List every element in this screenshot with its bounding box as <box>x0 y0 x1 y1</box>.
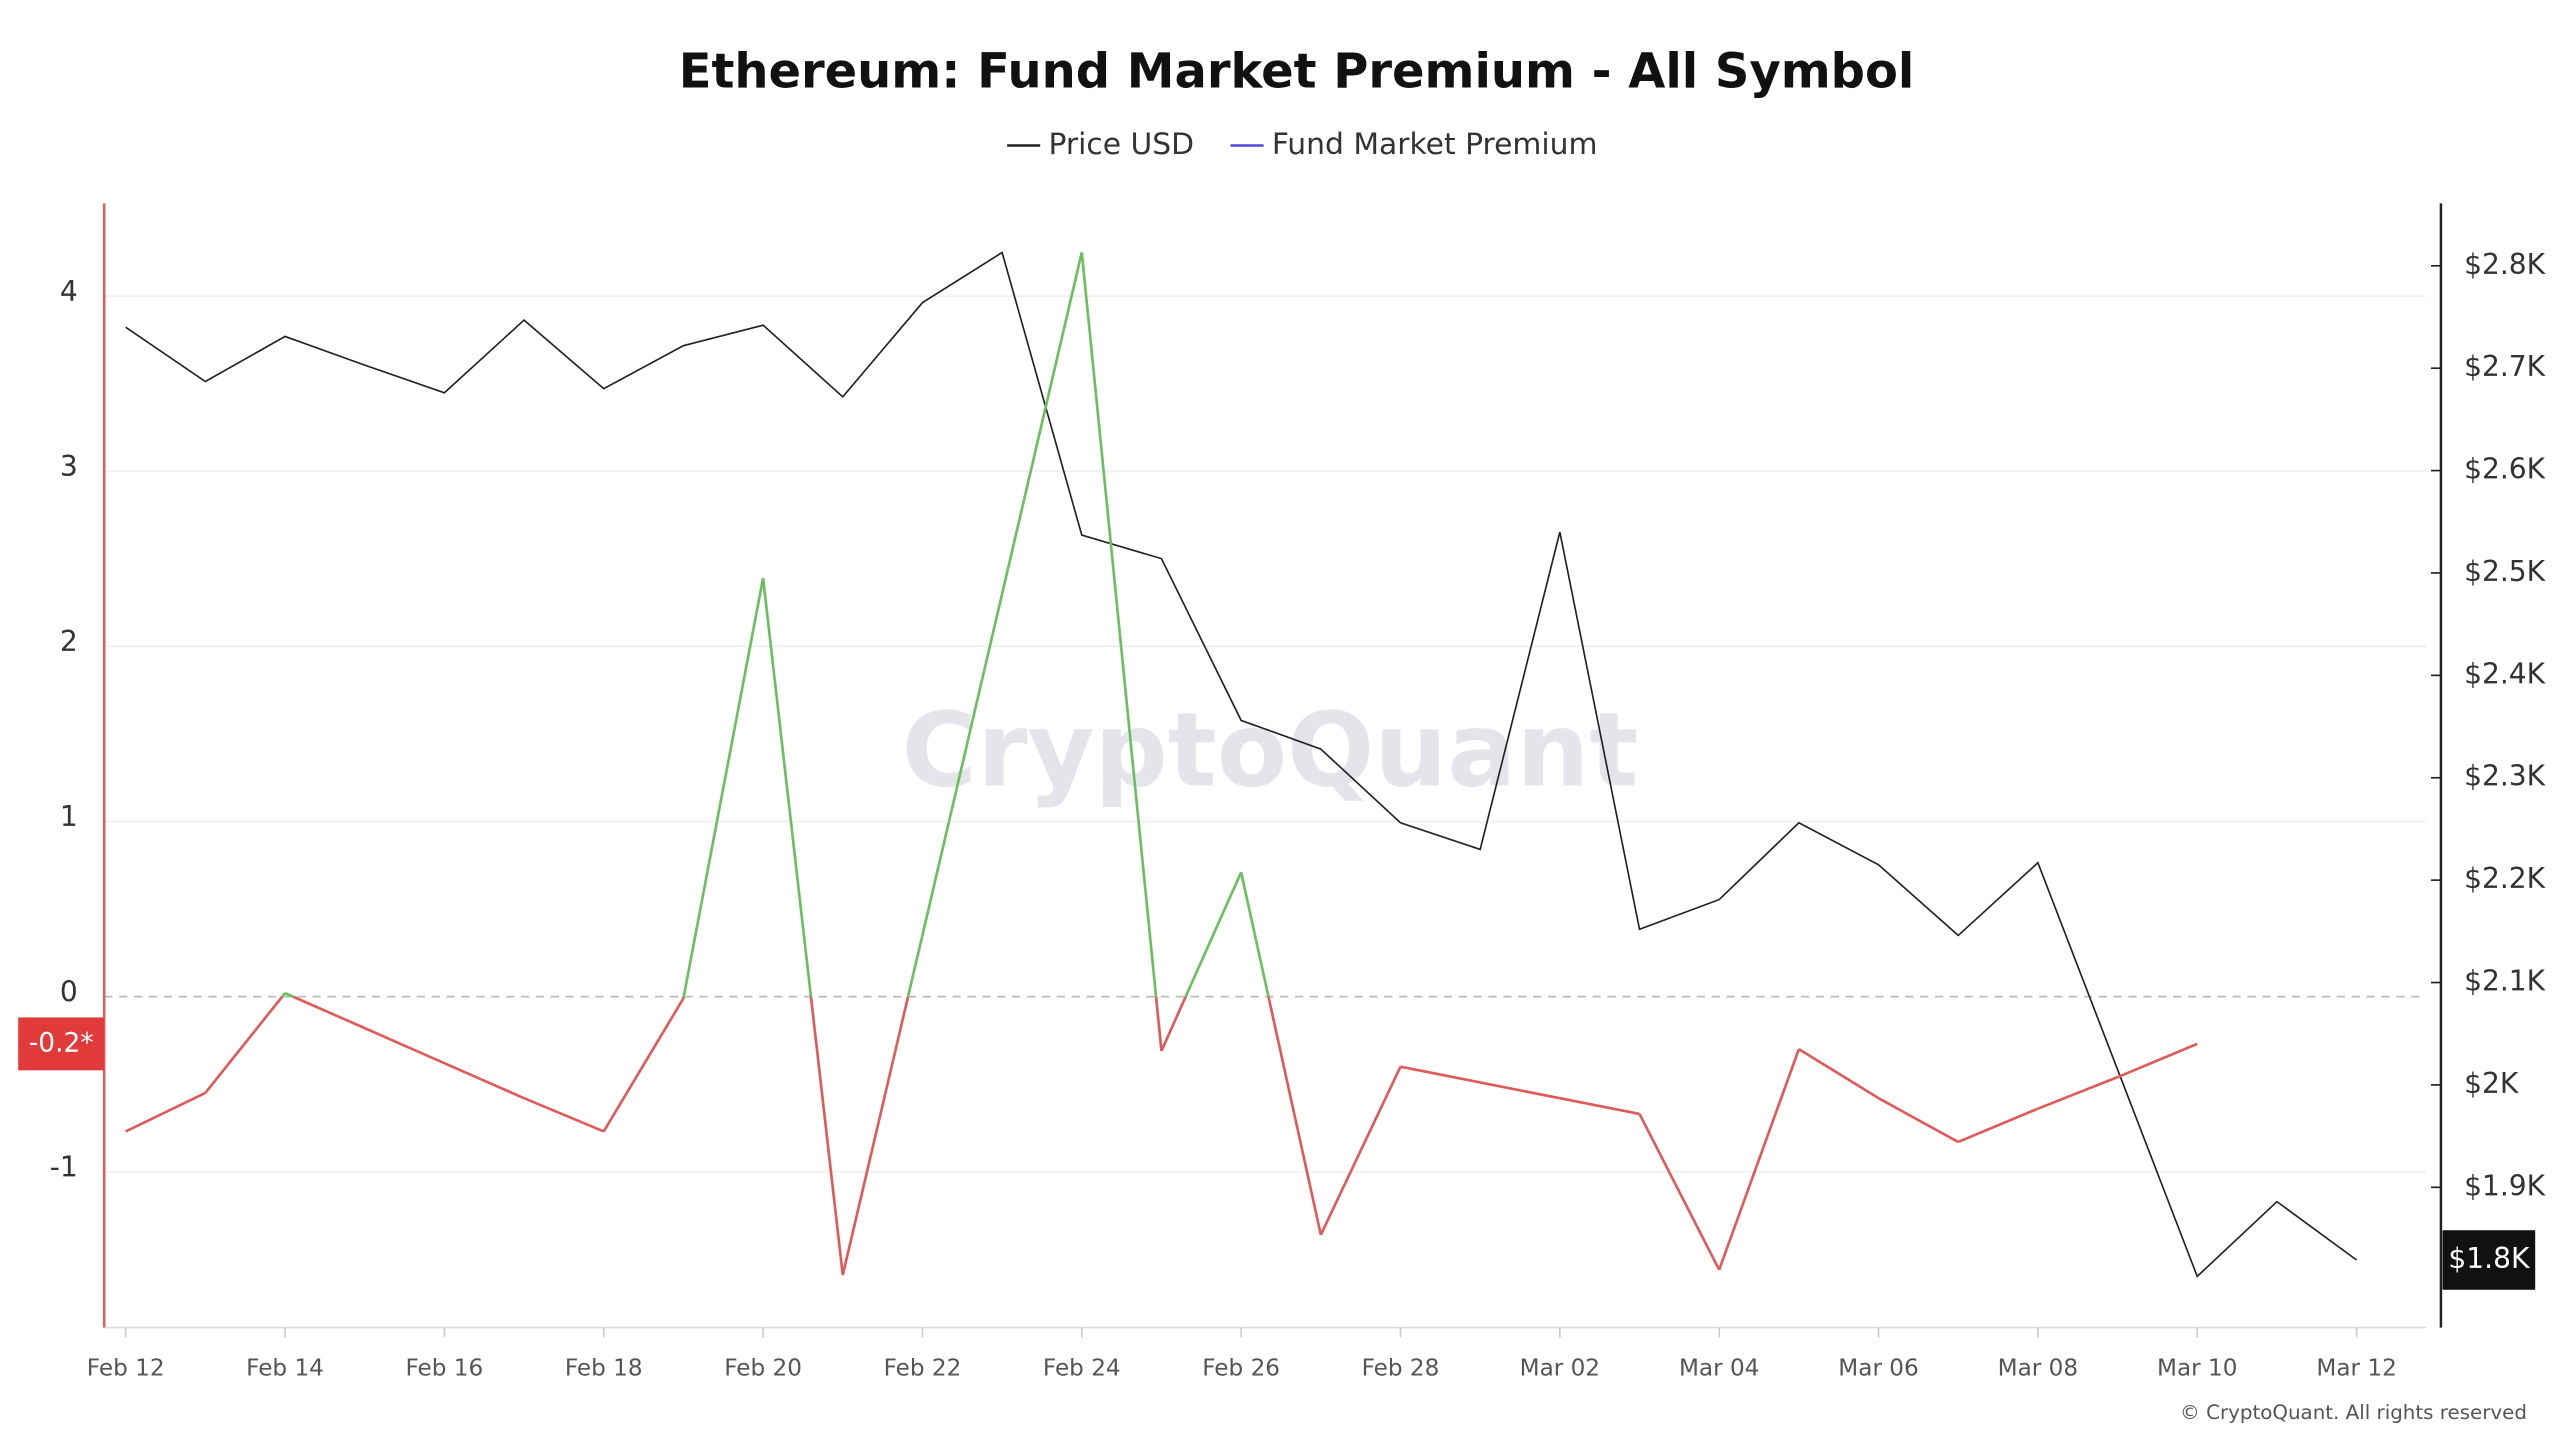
premium-segment <box>602 997 685 1133</box>
premium-segment <box>1877 1097 1959 1144</box>
premium-segment <box>1239 872 1270 997</box>
premium-segment <box>1559 1096 1640 1116</box>
y2-tick-label: $2.6K <box>2464 453 2547 486</box>
y-tick-label: 2 <box>60 625 78 658</box>
premium-segment <box>204 995 284 1094</box>
y2-tick-label: $2K <box>2464 1067 2520 1100</box>
y2-tick-label: $2.3K <box>2464 760 2547 793</box>
premium-segment <box>523 1096 605 1133</box>
premium-segment <box>921 593 1004 936</box>
premium-segment <box>682 577 765 997</box>
y2-tick-label: $2.4K <box>2464 657 2547 690</box>
chart-title: Ethereum: Fund Market Premium - All Symb… <box>679 43 1915 99</box>
premium-segment <box>2117 1042 2198 1079</box>
premium-segment <box>125 1091 206 1133</box>
premium-segment <box>1184 871 1243 998</box>
premium-segment <box>443 1061 525 1100</box>
premium-segment <box>1000 252 1084 595</box>
premium-segment <box>1154 996 1163 1052</box>
x-tick-label: Feb 14 <box>246 1355 324 1381</box>
y-tick-label: -1 <box>50 1150 78 1183</box>
premium-segment <box>1638 1113 1721 1271</box>
price-line <box>125 251 2358 1278</box>
premium-segment <box>906 935 924 997</box>
premium-segment <box>1717 1048 1801 1271</box>
premium-segment <box>761 577 813 997</box>
badge-bg <box>2442 1230 2536 1290</box>
premium-segment <box>364 1026 445 1065</box>
premium-segment <box>1479 1081 1561 1100</box>
legend-label: Fund Market Premium <box>1272 127 1598 162</box>
x-tick-label: Feb 28 <box>1362 1355 1440 1381</box>
y2-tick-label: $1.9K <box>2464 1169 2547 1202</box>
premium-segment <box>809 996 845 1276</box>
y2-tick-label: $2.7K <box>2464 350 2547 383</box>
y-tick-label: 0 <box>60 975 78 1008</box>
x-tick-label: Mar 02 <box>1520 1355 1600 1381</box>
premium-segment <box>1160 996 1187 1052</box>
badge: $1.8K <box>2448 1242 2531 1275</box>
footer: © CryptoQuant. All rights reserved <box>2180 1401 2527 1424</box>
x-tick-label: Mar 06 <box>1838 1355 1918 1381</box>
watermark: CryptoQuant <box>902 692 1639 811</box>
x-tick-label: Mar 12 <box>2316 1355 2396 1381</box>
badge-bg <box>18 1017 105 1071</box>
premium-segment <box>1080 252 1158 997</box>
y2-tick-label: $2.2K <box>2464 862 2547 895</box>
x-tick-label: Mar 08 <box>1998 1355 2078 1381</box>
premium-segment <box>1319 1066 1402 1236</box>
badge: -0.2* <box>29 1027 94 1058</box>
x-tick-label: Feb 20 <box>724 1355 802 1381</box>
x-tick-label: Feb 16 <box>406 1355 484 1381</box>
premium-segment <box>292 995 366 1030</box>
premium-segment <box>2037 1075 2119 1110</box>
x-tick-label: Feb 12 <box>87 1355 165 1381</box>
premium-segment <box>1798 1048 1880 1100</box>
x-tick-label: Feb 18 <box>565 1355 643 1381</box>
premium-segment <box>1267 996 1323 1236</box>
x-tick-label: Mar 04 <box>1679 1355 1759 1381</box>
y2-tick-label: $2.8K <box>2464 248 2547 281</box>
legend-label: Price USD <box>1048 127 1194 162</box>
y2-tick-label: $2.1K <box>2464 965 2547 998</box>
premium-segment <box>284 991 294 998</box>
premium-segment <box>1400 1065 1481 1084</box>
y2-tick-label: $2.5K <box>2464 555 2547 588</box>
x-tick-label: Feb 26 <box>1202 1355 1280 1381</box>
y-tick-label: 3 <box>60 450 78 483</box>
premium-segment <box>281 992 287 998</box>
y-tick-label: 4 <box>60 275 78 308</box>
premium-segment <box>841 996 910 1276</box>
y-tick-label: 1 <box>60 800 78 833</box>
x-tick-label: Feb 22 <box>884 1355 962 1381</box>
premium-segment <box>1957 1107 2039 1144</box>
x-tick-label: Feb 24 <box>1043 1355 1121 1381</box>
x-tick-label: Mar 10 <box>2157 1355 2237 1381</box>
